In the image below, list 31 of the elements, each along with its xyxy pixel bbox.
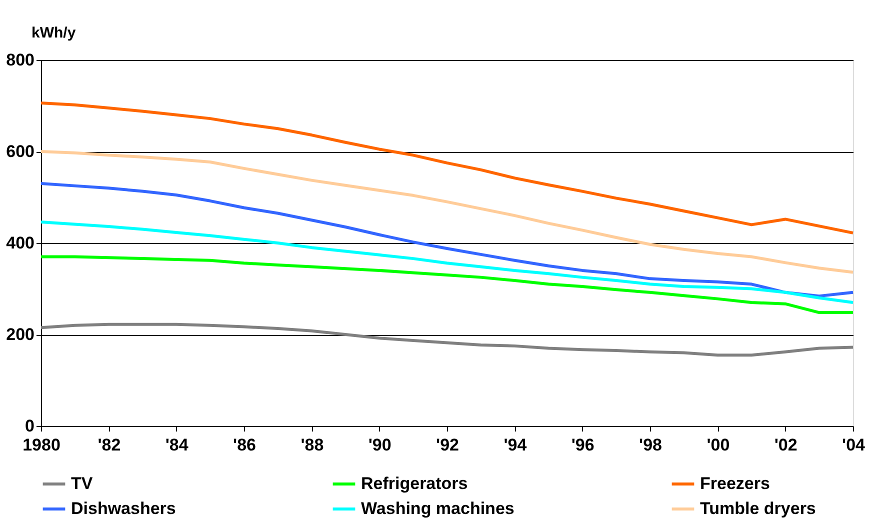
x-tick-label: '94	[504, 436, 528, 454]
y-tick-label: 0	[25, 416, 34, 436]
line-series	[40, 102, 854, 234]
x-tick-label: '96	[571, 436, 594, 454]
x-tick-label: '02	[774, 436, 798, 454]
x-tick-label: '04	[842, 436, 866, 454]
legend-label: Freezers	[700, 474, 770, 493]
y-axis-title: kWh/y	[32, 24, 76, 42]
y-tick-label: 600	[6, 142, 34, 161]
line-series	[40, 150, 854, 274]
line-series	[40, 322, 854, 357]
x-tick-label: 1980	[22, 436, 60, 454]
line-series	[40, 255, 854, 314]
x-tick-label: '00	[706, 436, 730, 454]
x-tick-label: '84	[165, 436, 189, 454]
line-series	[40, 182, 854, 298]
x-tick-label: '86	[233, 436, 256, 454]
line-series	[40, 220, 854, 304]
y-tick-label: 800	[6, 50, 34, 70]
legend-label: Refrigerators	[361, 474, 468, 493]
legend-label: Dishwashers	[71, 499, 176, 518]
x-tick-label: '88	[300, 436, 324, 454]
legend-label: Washing machines	[361, 499, 514, 518]
y-tick-label: 400	[6, 234, 34, 252]
x-tick-label: '98	[639, 436, 662, 454]
legend-label: TV	[71, 474, 94, 493]
x-tick-label: '90	[368, 436, 392, 454]
x-tick-label: '82	[98, 436, 121, 454]
legend-label: Tumble dryers	[700, 499, 816, 518]
x-tick-label: '92	[436, 436, 459, 454]
y-tick-label: 200	[6, 325, 34, 344]
